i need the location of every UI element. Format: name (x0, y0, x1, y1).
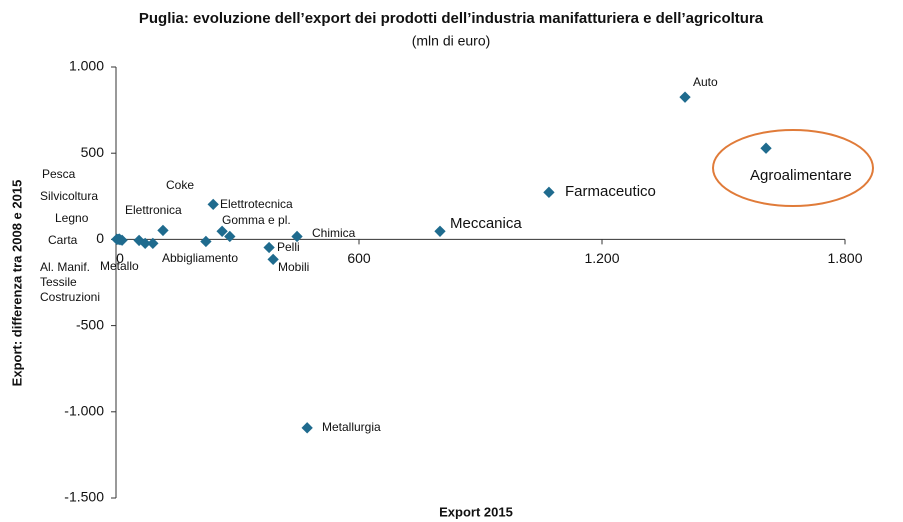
point (147, 237, 159, 250)
point (207, 198, 219, 211)
point-label: Coke (166, 178, 194, 192)
point (543, 186, 555, 198)
x-tick-label: 1.800 (827, 250, 862, 266)
point-label: Costruzioni (40, 290, 100, 304)
point-label: Gomma e pl. (222, 213, 291, 227)
point (301, 422, 313, 434)
point-label: Legno (55, 211, 89, 225)
point (760, 142, 772, 154)
point-label: Meccanica (450, 215, 522, 232)
point-label: Agroalimentare (750, 167, 852, 184)
point-label: Metallurgia (322, 420, 381, 434)
y-tick-label: 1.000 (69, 58, 104, 74)
point-label: Chimica (312, 226, 356, 240)
point-label: Mobili (278, 260, 309, 274)
point (139, 237, 151, 250)
y-axis-label: Export: differenza tra 2008 e 2015 (9, 180, 24, 387)
point (434, 225, 446, 237)
point (200, 235, 212, 248)
y-tick-label: 500 (81, 144, 105, 160)
chart-title: Puglia: evoluzione dell’export dei prodo… (139, 10, 764, 27)
point-label: Pesca (42, 167, 76, 181)
point (263, 241, 275, 254)
point (679, 91, 691, 103)
point-label: Pelli (277, 240, 300, 254)
point-label: Abbigliamento (162, 251, 238, 265)
point-label: Farmaceutico (565, 183, 656, 200)
chart-subtitle: (mln di euro) (412, 33, 491, 49)
point-label: Carta (48, 233, 78, 247)
point (291, 230, 303, 243)
x-tick-label: 1.200 (584, 250, 619, 266)
x-tick-label: 0 (116, 250, 124, 266)
point-label: Auto (693, 75, 718, 89)
point-label: Tessile (40, 275, 77, 289)
point (224, 230, 236, 243)
x-axis-label: Export 2015 (439, 504, 513, 519)
point-label: Elettronica (125, 203, 182, 217)
y-tick-label: -500 (76, 316, 104, 332)
point-label: Al. Manif. (40, 260, 90, 274)
point-label: Metallo (100, 259, 139, 273)
point (216, 225, 228, 237)
y-tick-label: -1.500 (64, 489, 104, 505)
y-tick-label: 0 (96, 230, 104, 246)
point (157, 224, 169, 237)
point (267, 253, 279, 266)
point-label: Elettrotecnica (220, 197, 293, 211)
y-tick-label: -1.000 (64, 403, 104, 419)
point-label: Silvicoltura (40, 189, 98, 203)
highlight-ellipse (712, 129, 874, 207)
x-tick-label: 600 (347, 250, 371, 266)
